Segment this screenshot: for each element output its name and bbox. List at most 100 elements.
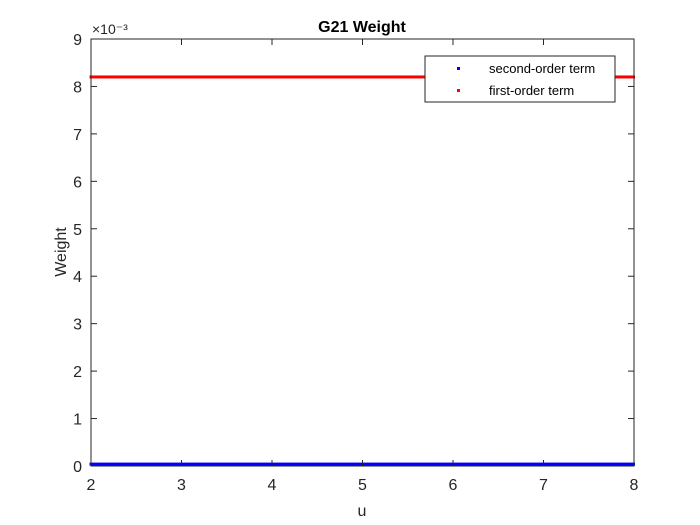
data-point <box>614 462 618 466</box>
data-point <box>184 462 188 466</box>
data-point <box>214 75 218 79</box>
data-point <box>484 462 488 466</box>
data-point <box>274 75 278 79</box>
data-point <box>417 462 420 466</box>
data-point <box>284 462 288 466</box>
data-point <box>464 462 468 466</box>
data-point <box>612 462 615 466</box>
data-point <box>159 462 163 466</box>
data-point <box>522 462 525 466</box>
data-point <box>457 462 460 466</box>
data-point <box>102 462 105 466</box>
data-point <box>199 462 203 466</box>
data-point <box>242 462 245 466</box>
data-point <box>209 462 213 466</box>
data-point <box>114 462 118 466</box>
data-point <box>232 462 235 466</box>
data-point <box>274 462 278 466</box>
data-point <box>92 75 95 79</box>
y-tick-label: 7 <box>73 127 82 144</box>
data-point <box>569 462 573 466</box>
data-point <box>307 462 310 466</box>
data-point <box>629 75 633 79</box>
data-point <box>132 75 135 79</box>
data-point <box>107 462 110 466</box>
y-tick-label: 8 <box>73 79 82 96</box>
data-point <box>502 462 505 466</box>
data-point <box>279 75 283 79</box>
data-point <box>187 462 190 466</box>
data-point <box>184 75 188 79</box>
data-point <box>209 75 213 79</box>
data-point <box>589 462 593 466</box>
x-tick-label: 3 <box>177 477 186 494</box>
data-point <box>272 75 275 79</box>
data-point <box>619 462 623 466</box>
data-point <box>352 462 355 466</box>
data-point <box>279 462 283 466</box>
data-point <box>129 75 133 79</box>
data-point <box>169 75 173 79</box>
data-point <box>224 462 228 466</box>
data-point <box>492 462 495 466</box>
data-point <box>304 462 308 466</box>
data-point <box>157 75 160 79</box>
data-point <box>549 462 553 466</box>
data-point <box>364 462 368 466</box>
data-point <box>539 462 543 466</box>
data-point <box>382 75 385 79</box>
data-point <box>369 75 373 79</box>
data-point <box>219 75 223 79</box>
data-point <box>174 462 178 466</box>
legend: second-order term first-order term <box>424 55 616 103</box>
data-point <box>402 75 405 79</box>
data-point <box>182 462 185 466</box>
data-point <box>269 462 273 466</box>
data-point <box>392 75 395 79</box>
data-point <box>242 75 245 79</box>
data-point <box>404 75 408 79</box>
data-point <box>387 75 390 79</box>
data-point <box>149 75 153 79</box>
data-point <box>207 462 210 466</box>
data-point <box>374 75 378 79</box>
data-point <box>494 462 498 466</box>
data-point <box>292 462 295 466</box>
data-point <box>189 462 193 466</box>
y-axis-title: Weight <box>53 227 70 277</box>
data-point <box>614 75 618 79</box>
data-point <box>177 75 180 79</box>
data-point <box>104 75 108 79</box>
legend-marker-first-order <box>457 89 460 92</box>
data-point <box>257 462 260 466</box>
data-point <box>537 462 540 466</box>
data-point <box>187 75 190 79</box>
data-point <box>349 462 353 466</box>
data-point <box>207 75 210 79</box>
data-point <box>587 462 590 466</box>
data-point <box>627 462 630 466</box>
data-point <box>582 462 585 466</box>
data-point <box>217 462 220 466</box>
data-point <box>629 462 633 466</box>
data-point <box>112 462 115 466</box>
data-point <box>217 75 220 79</box>
data-point <box>362 75 365 79</box>
data-point <box>624 75 628 79</box>
y-tick-label: 6 <box>73 174 82 191</box>
data-point <box>304 75 308 79</box>
data-point <box>312 75 315 79</box>
data-point <box>277 462 280 466</box>
data-point <box>229 462 233 466</box>
data-point <box>194 75 198 79</box>
data-point <box>307 75 310 79</box>
data-point <box>367 462 370 466</box>
data-point <box>407 75 410 79</box>
data-point <box>617 462 620 466</box>
y-tick-label: 3 <box>73 317 82 334</box>
data-point <box>339 462 343 466</box>
data-point <box>567 462 570 466</box>
data-point <box>354 75 358 79</box>
data-point <box>412 462 415 466</box>
data-point <box>324 75 328 79</box>
